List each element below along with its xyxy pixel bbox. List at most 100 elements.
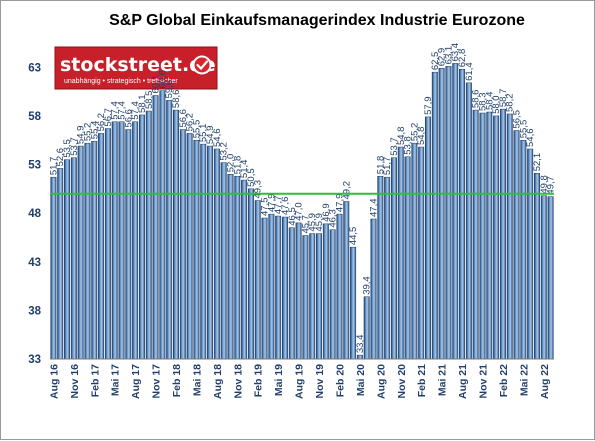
data-label: 62,5 [430, 52, 441, 71]
bar [547, 196, 554, 360]
data-label: 63,4 [450, 43, 461, 62]
bar [186, 133, 193, 360]
stockstreet-logo: stockstreet.de unabhängig • strategisch … [54, 46, 218, 90]
data-label: 51,7 [48, 157, 59, 176]
y-tick-label: 53 [28, 160, 41, 172]
data-label: 33,4 [355, 335, 366, 354]
data-label: 54,8 [416, 127, 427, 146]
x-tick-label: Nov 21 [477, 364, 489, 399]
data-label: 47,9 [334, 194, 345, 213]
data-label: 56,6 [123, 109, 134, 128]
bar [166, 100, 173, 360]
x-tick-label: Mai 20 [355, 364, 367, 396]
bar [302, 235, 309, 360]
data-label: 58,5 [144, 91, 155, 110]
bar [145, 110, 152, 360]
x-tick-label: Feb 21 [416, 364, 428, 397]
bar [159, 90, 166, 360]
bar [390, 157, 397, 360]
bar [418, 146, 425, 360]
data-label: 62,9 [437, 48, 448, 67]
data-label: 62,8 [457, 49, 468, 68]
data-label: 58,6 [471, 90, 482, 109]
bar [275, 215, 282, 360]
data-label: 57,4 [117, 101, 128, 120]
data-label: 44,5 [348, 227, 359, 246]
data-label: 57,4 [110, 101, 121, 120]
y-tick-label: 33 [28, 354, 41, 366]
bar [70, 157, 77, 360]
data-label: 51,8 [232, 156, 243, 175]
bar [247, 188, 254, 360]
bar [411, 142, 418, 360]
data-label: 60,6 [157, 70, 168, 89]
data-label: 55,1 [198, 124, 209, 143]
data-label: 58,1 [137, 94, 148, 113]
bar [316, 233, 323, 360]
bar [472, 109, 479, 360]
data-label: 46,3 [328, 209, 339, 228]
bar [343, 201, 350, 360]
bar [125, 129, 132, 360]
bar [288, 227, 295, 360]
data-label: 47,5 [260, 198, 271, 217]
data-label: 58,6 [171, 90, 182, 109]
x-tick-label: Aug 19 [294, 364, 306, 399]
bar [397, 146, 404, 360]
bar [193, 139, 200, 360]
bar [241, 179, 248, 360]
data-label: 55,4 [89, 121, 100, 140]
x-tick-label: Aug 22 [539, 364, 551, 399]
data-label: 54,9 [205, 126, 216, 145]
bar [173, 109, 179, 360]
data-label: 45,9 [314, 213, 325, 232]
bar [425, 116, 431, 360]
bar [356, 354, 363, 360]
data-label: 58,3 [477, 93, 488, 112]
data-label: 56,2 [96, 113, 107, 132]
bar [465, 82, 472, 360]
data-label: 53,5 [62, 139, 73, 158]
x-tick-label: Feb 22 [498, 364, 510, 397]
data-label: 58,4 [484, 92, 495, 111]
bar [309, 233, 316, 360]
logo-text: stockstreet.de [60, 54, 216, 76]
data-label: 45,7 [300, 215, 311, 234]
bar [220, 162, 227, 360]
bar [493, 115, 500, 360]
bar [540, 195, 547, 360]
checkmark-icon [192, 55, 212, 75]
data-label: 53,7 [389, 137, 400, 156]
bar [479, 112, 486, 360]
data-label: 46,5 [287, 207, 298, 226]
data-label: 51,7 [382, 157, 393, 176]
data-label: 58,2 [505, 93, 516, 112]
bar [438, 68, 445, 360]
bar [98, 133, 105, 360]
data-label: 45,9 [307, 213, 318, 232]
bar [513, 130, 520, 360]
data-label: 53,2 [219, 142, 230, 161]
bar [200, 143, 207, 360]
bar [138, 114, 145, 360]
x-tick-label: Mai 19 [273, 364, 285, 396]
data-label: 60,1 [151, 75, 162, 94]
x-tick-label: Feb 19 [253, 364, 265, 397]
data-label: 53,7 [69, 137, 80, 156]
data-label: 47,6 [280, 197, 291, 216]
bar [132, 121, 139, 360]
data-label: 56,7 [103, 108, 114, 127]
x-tick-label: Mai 18 [191, 364, 203, 396]
x-tick-label: Mai 21 [437, 364, 449, 396]
data-label: 50,5 [246, 168, 257, 187]
bar [499, 108, 506, 360]
logo-background [54, 46, 218, 90]
logo-tagline: unabhängig • strategisch • treffsicher [64, 78, 178, 85]
chart-title: S&P Global Einkaufsmanagerindex Industri… [109, 12, 525, 29]
data-label: 49,8 [539, 175, 550, 194]
bar [384, 176, 391, 360]
bar [506, 113, 513, 360]
x-tick-label: Aug 16 [48, 364, 60, 399]
bar [64, 159, 71, 360]
data-label: 56,6 [178, 109, 189, 128]
